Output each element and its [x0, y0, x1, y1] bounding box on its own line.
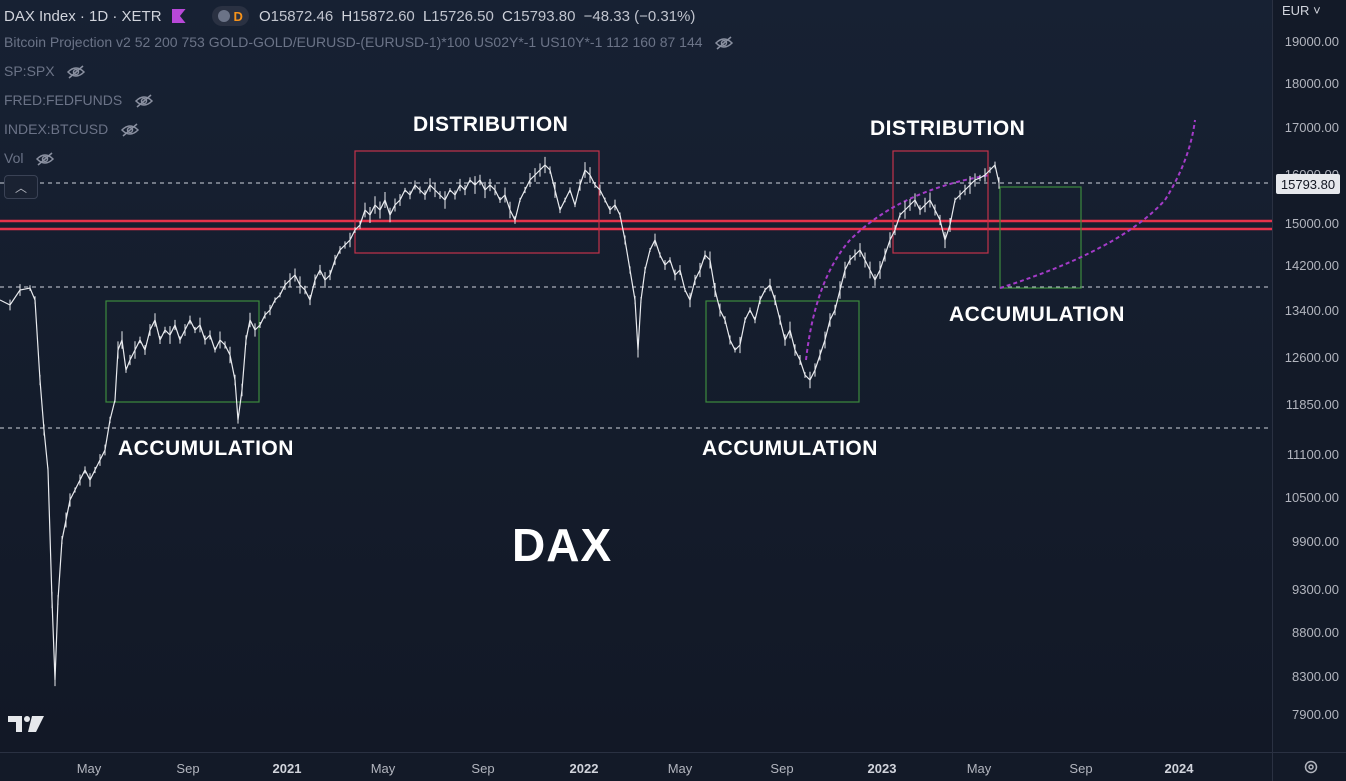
- market-status-pill[interactable]: D: [211, 6, 249, 26]
- indicator-row-bitcoin-projection[interactable]: Bitcoin Projection v2 52 200 753 GOLD-GO…: [4, 34, 734, 50]
- indicator-label: SP:SPX: [4, 63, 55, 79]
- price-tick-label: 9300.00: [1292, 582, 1339, 597]
- price-tick-label: 7900.00: [1292, 707, 1339, 722]
- time-tick-label: May: [370, 761, 396, 776]
- collapse-legend-button[interactable]: ︿: [4, 175, 38, 199]
- hidden-eye-icon[interactable]: [134, 94, 154, 108]
- indicator-row-btcusd[interactable]: INDEX:BTCUSD: [4, 121, 140, 137]
- price-tick-label: 14200.00: [1284, 258, 1339, 273]
- price-tick-label: 11850.00: [1285, 397, 1339, 412]
- time-tick-label: May: [667, 761, 693, 776]
- accumulation-box: [705, 300, 860, 403]
- settings-gear-icon[interactable]: [1303, 759, 1319, 775]
- chart-title-dax: DAX: [512, 519, 613, 571]
- indicator-label: INDEX:BTCUSD: [4, 121, 109, 137]
- symbol-legend: DAX Index · 1D · XETR D O15872.46 H15872…: [4, 6, 695, 26]
- price-tick-label: 17000.00: [1284, 120, 1339, 135]
- price-tick-label: 11100.00: [1286, 447, 1339, 462]
- flag-icon[interactable]: [171, 9, 186, 23]
- change-value: −48.33 (−0.31%): [583, 7, 696, 25]
- indicator-label: Vol: [4, 150, 24, 166]
- hidden-eye-icon[interactable]: [66, 65, 86, 79]
- price-tick-label: 8300.00: [1292, 669, 1339, 684]
- price-tick-label: 10500.00: [1284, 490, 1339, 505]
- label-accumulation-3: ACCUMULATION: [949, 303, 1125, 326]
- time-tick-label: Sep: [471, 761, 495, 776]
- time-axis[interactable]: May Sep 2021 May Sep 2022 May Sep 2023 May Sep 2024: [0, 752, 1272, 781]
- projection-curve: [999, 119, 1196, 289]
- price-tick-label: 12600.00: [1284, 350, 1339, 365]
- time-tick-label: 2023: [867, 761, 897, 776]
- market-closed-icon: [217, 10, 230, 22]
- indicator-row-vol[interactable]: Vol: [4, 150, 55, 166]
- label-distribution-2: DISTRIBUTION: [870, 117, 1026, 140]
- price-tick-label: 13400.00: [1284, 303, 1339, 318]
- indicator-row-spx[interactable]: SP:SPX: [4, 63, 86, 79]
- chevron-up-icon: ︿: [14, 180, 27, 195]
- current-price-label: 15793.80: [1276, 174, 1340, 194]
- time-tick-label: 2021: [272, 761, 302, 776]
- symbol-title[interactable]: DAX Index · 1D · XETR: [4, 7, 162, 25]
- ohlc-values: O15872.46 H15872.60 L15726.50 C15793.80 …: [258, 7, 696, 25]
- hidden-eye-icon[interactable]: [120, 123, 140, 137]
- currency-selector[interactable]: EUR ˅: [1282, 3, 1321, 18]
- currency-label: EUR: [1282, 3, 1310, 18]
- price-tick-label: 19000.00: [1284, 34, 1339, 49]
- chart-area[interactable]: DAX Index · 1D · XETR D O15872.46 H15872…: [0, 0, 1272, 752]
- price-tick-label: 15000.00: [1284, 216, 1339, 231]
- chevron-down-icon: ˅: [1313, 3, 1321, 18]
- tradingview-logo-icon[interactable]: [8, 714, 44, 734]
- label-distribution-1: DISTRIBUTION: [413, 113, 569, 136]
- indicator-label: FRED:FEDFUNDS: [4, 92, 123, 108]
- axis-corner: [1272, 752, 1346, 781]
- time-tick-label: 2024: [1164, 761, 1194, 776]
- price-axis[interactable]: 19000.0018000.0017000.0016000.0015000.00…: [1272, 0, 1346, 752]
- hidden-eye-icon[interactable]: [714, 36, 734, 50]
- indicator-row-fedfunds[interactable]: FRED:FEDFUNDS: [4, 92, 154, 108]
- distribution-box: [892, 150, 989, 254]
- price-tick-label: 9900.00: [1292, 534, 1339, 549]
- time-tick-label: Sep: [1069, 761, 1093, 776]
- time-tick-label: Sep: [176, 761, 200, 776]
- price-tick-label: 18000.00: [1284, 76, 1339, 91]
- accumulation-box: [105, 300, 260, 403]
- hidden-eye-icon[interactable]: [35, 152, 55, 166]
- label-accumulation-2: ACCUMULATION: [702, 437, 878, 460]
- projection-curve: [805, 174, 991, 361]
- label-accumulation-1: ACCUMULATION: [118, 437, 294, 460]
- distribution-box: [354, 150, 600, 254]
- delayed-badge: D: [233, 8, 243, 24]
- time-tick-label: 2022: [569, 761, 599, 776]
- indicator-label: Bitcoin Projection v2 52 200 753 GOLD-GO…: [4, 34, 703, 50]
- time-tick-label: Sep: [770, 761, 794, 776]
- time-tick-label: May: [966, 761, 992, 776]
- price-tick-label: 8800.00: [1292, 625, 1339, 640]
- price-chart[interactable]: [0, 0, 1272, 752]
- time-tick-label: May: [76, 761, 102, 776]
- accumulation-box: [999, 186, 1082, 289]
